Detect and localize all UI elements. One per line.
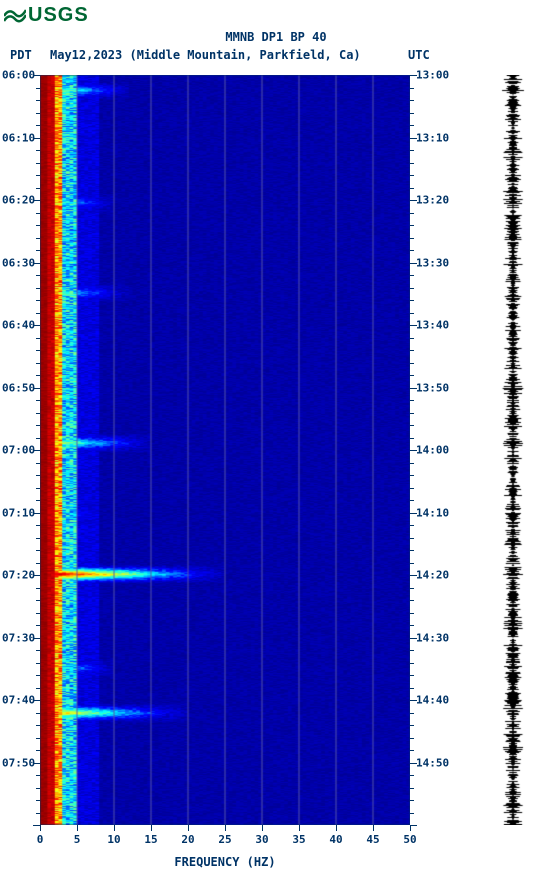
- usgs-text: USGS: [28, 4, 89, 26]
- right-time-tick: 13:00: [416, 69, 449, 82]
- x-axis-label: FREQUENCY (HZ): [40, 855, 410, 869]
- left-time-tick: 07:00: [2, 444, 35, 457]
- x-freq-tick: 15: [144, 833, 157, 846]
- right-time-tick: 14:40: [416, 694, 449, 707]
- left-time-tick: 07:30: [2, 631, 35, 644]
- left-time-tick: 07:40: [2, 694, 35, 707]
- right-time-tick: 13:50: [416, 381, 449, 394]
- x-freq-tick: 45: [366, 833, 379, 846]
- date-label: May12,2023 (Middle Mountain, Parkfield, …: [50, 48, 361, 62]
- waveform-canvas: [488, 75, 538, 825]
- x-freq-tick: 30: [255, 833, 268, 846]
- usgs-logo: USGS: [4, 4, 89, 27]
- left-time-tick: 07:20: [2, 569, 35, 582]
- left-time-tick: 06:00: [2, 69, 35, 82]
- right-time-tick: 13:40: [416, 319, 449, 332]
- pdt-label: PDT: [10, 48, 32, 62]
- spectrogram-canvas: [40, 75, 410, 825]
- usgs-wave-icon: [4, 7, 26, 25]
- left-time-tick: 07:10: [2, 506, 35, 519]
- x-freq-tick: 35: [292, 833, 305, 846]
- x-freq-tick: 50: [403, 833, 416, 846]
- right-time-tick: 14:10: [416, 506, 449, 519]
- right-time-tick: 14:00: [416, 444, 449, 457]
- x-freq-tick: 0: [37, 833, 44, 846]
- left-time-tick: 07:50: [2, 756, 35, 769]
- x-freq-tick: 40: [329, 833, 342, 846]
- waveform-trace: [488, 75, 538, 825]
- right-time-tick: 13:10: [416, 131, 449, 144]
- utc-label: UTC: [408, 48, 430, 62]
- spectrogram-plot: [40, 75, 410, 825]
- left-time-tick: 06:40: [2, 319, 35, 332]
- x-freq-tick: 5: [74, 833, 81, 846]
- x-freq-tick: 10: [107, 833, 120, 846]
- left-time-tick: 06:10: [2, 131, 35, 144]
- right-time-tick: 13:30: [416, 256, 449, 269]
- right-time-tick: 14:30: [416, 631, 449, 644]
- x-freq-tick: 20: [181, 833, 194, 846]
- left-time-tick: 06:20: [2, 194, 35, 207]
- right-time-tick: 14:50: [416, 756, 449, 769]
- left-time-tick: 06:50: [2, 381, 35, 394]
- chart-title: MMNB DP1 BP 40: [0, 30, 552, 44]
- left-time-tick: 06:30: [2, 256, 35, 269]
- right-time-tick: 13:20: [416, 194, 449, 207]
- x-freq-tick: 25: [218, 833, 231, 846]
- right-time-tick: 14:20: [416, 569, 449, 582]
